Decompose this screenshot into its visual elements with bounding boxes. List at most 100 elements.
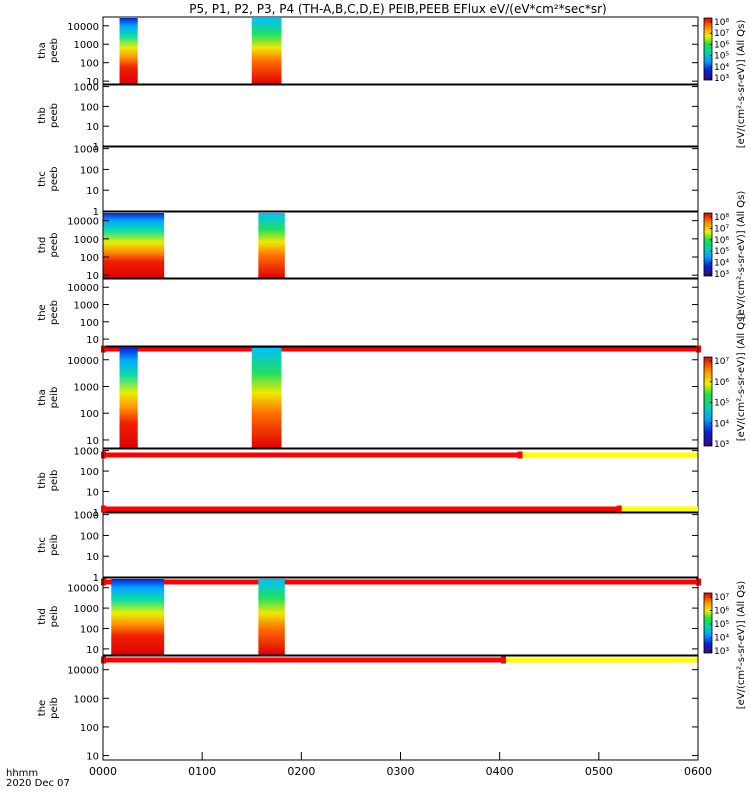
colorbar-label: 10³	[714, 270, 729, 280]
y-tick-label: 10	[86, 488, 99, 499]
flag-bar-red	[103, 346, 698, 352]
y-label-product: peib	[49, 470, 60, 492]
cbar-units-electron-top: [eV/(cm²-s-sr-eV)] (All Qs)	[736, 20, 747, 149]
time-axis-date: 2020 Dec 07	[6, 778, 70, 789]
x-tick-label: 0400	[486, 765, 514, 778]
data-block	[251, 348, 282, 448]
panel-frame	[102, 512, 699, 578]
y-label-product: peeb	[49, 103, 60, 128]
y-label-probe: thc	[37, 171, 48, 187]
colorbar-label: 10³	[714, 647, 729, 657]
y-tick-label: 1	[93, 508, 99, 519]
y-tick-label: 10	[86, 122, 99, 133]
data-block	[119, 348, 138, 448]
y-tick-label: 10000	[67, 666, 99, 677]
y-tick-label: 1000	[74, 447, 99, 458]
panel-frame	[102, 577, 699, 656]
y-label-product: peib	[49, 387, 60, 409]
colorbar-label: 10⁷	[714, 224, 729, 234]
x-tick-label: 0600	[684, 765, 712, 778]
y-tick-label: 100	[80, 467, 99, 478]
colorbar-thd-peib: 10⁷ 10⁶ 10⁵ 10⁴ 10³	[703, 592, 729, 657]
x-tick-label: 0300	[387, 765, 415, 778]
data-block	[258, 213, 285, 278]
data-block	[119, 18, 138, 84]
flag-marker-start	[101, 505, 106, 513]
colorbar-label: 10⁴	[714, 259, 729, 269]
colorbar-label: 10⁶	[714, 40, 729, 50]
y-label-probe: the	[37, 304, 48, 320]
colorbar-label: 10⁷	[714, 593, 729, 603]
y-tick-label: 100	[80, 59, 99, 70]
colorbar-scale	[703, 592, 713, 654]
y-label-probe: the	[37, 700, 48, 716]
y-label-probe: thc	[37, 537, 48, 553]
panel-tha-peib: 10 100 1000 10000 tha peib	[37, 346, 699, 459]
colorbars: 10⁸10⁷10⁶10⁵10⁴10³10⁸10⁷10⁶10⁵10⁴10³10⁷1…	[703, 17, 729, 657]
panel-the-peeb: 10 100 1000 10000 the peeb	[37, 278, 701, 353]
y-label-product: peib	[49, 534, 60, 556]
y-label-product: peeb	[49, 167, 60, 192]
panel-tha-peeb: 10 100 1000 10000 tha peeb	[37, 16, 699, 88]
panel-frame	[102, 278, 699, 347]
y-tick-label: 100	[80, 723, 99, 734]
y-label-probe: thd	[37, 608, 48, 625]
colorbar-label: 10⁸	[714, 18, 729, 28]
flag-marker-end	[616, 505, 622, 513]
y-label-product: peeb	[49, 233, 60, 258]
y-tick-label: 10000	[67, 584, 99, 595]
y-tick-label: 10000	[67, 356, 99, 367]
colorbar-label: 10⁴	[714, 63, 729, 73]
y-tick-label: 100	[80, 165, 99, 176]
panel-frame	[102, 655, 699, 761]
y-label-probe: thb	[37, 472, 48, 489]
panel-frame	[102, 16, 699, 85]
panel-frame	[102, 448, 699, 513]
y-tick-label: 1000	[74, 511, 99, 522]
y-label-probe: thb	[37, 107, 48, 124]
y-tick-label: 10000	[67, 283, 99, 294]
cbar-units-ion-top: [eV/(cm²-s-sr-eV)] (All Qs)	[736, 313, 747, 442]
flag-bar-red	[103, 657, 503, 663]
colorbar-label: 10⁵	[714, 399, 729, 409]
y-tick-label: 1000	[74, 235, 99, 246]
panel-thd-peeb: 10 100 1000 10000 thd peeb	[37, 211, 699, 282]
data-block	[251, 18, 282, 84]
flag-bar-red	[103, 506, 619, 512]
y-tick-label: 10	[86, 335, 99, 346]
colorbar-label: 10⁴	[714, 419, 729, 429]
y-tick-label: 1	[93, 142, 99, 153]
y-tick-label: 10000	[67, 217, 99, 228]
y-tick-label: 10	[86, 752, 99, 763]
colorbar-label: 10⁵	[714, 620, 729, 630]
cbar-units-electron-bottom: [eV/(cm²-s-sr-eV)] (All Qs)	[736, 191, 747, 320]
colorbar-label: 10³	[714, 440, 729, 450]
y-label-probe: thd	[37, 237, 48, 254]
y-tick-label: 1000	[74, 301, 99, 312]
y-label-probe: tha	[37, 42, 48, 58]
panel-thc-peeb: 1 10 100 1000 thc peeb	[37, 145, 699, 218]
y-tick-label: 1000	[74, 145, 99, 156]
panel-frame	[102, 146, 699, 212]
panel-thc-peib: 1 10 100 1000 thc peib	[37, 511, 701, 586]
y-label-product: peeb	[49, 38, 60, 63]
y-tick-label: 10	[86, 645, 99, 656]
y-tick-label: 100	[80, 624, 99, 635]
y-tick-label: 1000	[74, 382, 99, 393]
data-block	[103, 213, 165, 278]
y-tick-label: 100	[80, 253, 99, 264]
cbar-units-ion-bottom: [eV/(cm²-s-sr-eV)] (All Qs)	[736, 581, 747, 710]
colorbar-label: 10⁶	[714, 607, 729, 617]
y-label-product: peib	[49, 606, 60, 628]
y-tick-label: 10000	[67, 22, 99, 33]
colorbar-tha-peib: 10⁷ 10⁶ 10⁵ 10⁴ 10³	[703, 356, 729, 450]
flag-marker-end	[500, 656, 506, 664]
y-tick-label: 10	[86, 77, 99, 88]
time-axis-format: hhmm	[6, 768, 38, 779]
y-label-product: peeb	[49, 300, 60, 325]
panel-frame	[102, 84, 699, 147]
y-tick-label: 10	[86, 271, 99, 282]
